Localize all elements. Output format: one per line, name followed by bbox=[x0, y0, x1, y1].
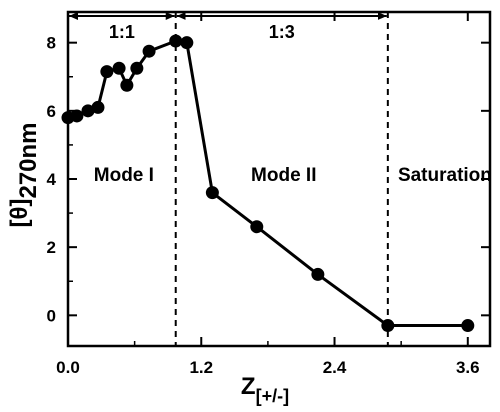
data-point bbox=[112, 61, 126, 75]
y-tick-label: 2 bbox=[47, 238, 56, 257]
y-axis-title-main: [θ] bbox=[6, 199, 33, 228]
data-point bbox=[311, 267, 325, 281]
y-tick-label: 6 bbox=[47, 102, 56, 121]
data-point bbox=[120, 78, 134, 92]
x-axis-title-main: Z bbox=[241, 373, 256, 400]
y-tick-label: 4 bbox=[47, 170, 57, 189]
y-axis-title: [θ]270nm bbox=[6, 122, 42, 227]
y-axis-title-sub: 270nm bbox=[15, 122, 42, 198]
x-tick-label: 1.2 bbox=[189, 358, 213, 377]
data-point bbox=[169, 34, 183, 48]
data-point bbox=[130, 61, 144, 75]
data-point bbox=[205, 186, 219, 200]
axes: 0.0 1.2 2.4 3.6 0 2 4 6 8 Z[+/-] [θ]270nm bbox=[6, 10, 492, 406]
y-tick-label: 8 bbox=[47, 34, 56, 53]
data-point bbox=[100, 65, 114, 79]
data-point bbox=[250, 220, 264, 234]
x-tick-label: 3.6 bbox=[456, 358, 480, 377]
mode-label: Mode I bbox=[94, 165, 154, 186]
mode-label: Mode II bbox=[251, 165, 316, 186]
data-point bbox=[142, 44, 156, 58]
x-axis-title: Z[+/-] bbox=[241, 373, 289, 406]
x-axis-title-sub: [+/-] bbox=[256, 386, 290, 406]
x-tick-label: 0.0 bbox=[56, 358, 80, 377]
data-point bbox=[461, 319, 475, 333]
data-point bbox=[180, 36, 194, 50]
data-point bbox=[91, 100, 105, 114]
data-point bbox=[81, 104, 95, 118]
ratio-label: 1:1 bbox=[109, 22, 135, 42]
ratio-label: 1:3 bbox=[269, 22, 295, 42]
annotation-layer: 1:1 1:3 Mode I Mode II Saturation bbox=[69, 12, 492, 346]
mode-label: Saturation bbox=[398, 165, 492, 186]
x-tick-label: 2.4 bbox=[323, 358, 347, 377]
y-tick-label: 0 bbox=[47, 306, 56, 325]
data-point bbox=[70, 109, 84, 123]
